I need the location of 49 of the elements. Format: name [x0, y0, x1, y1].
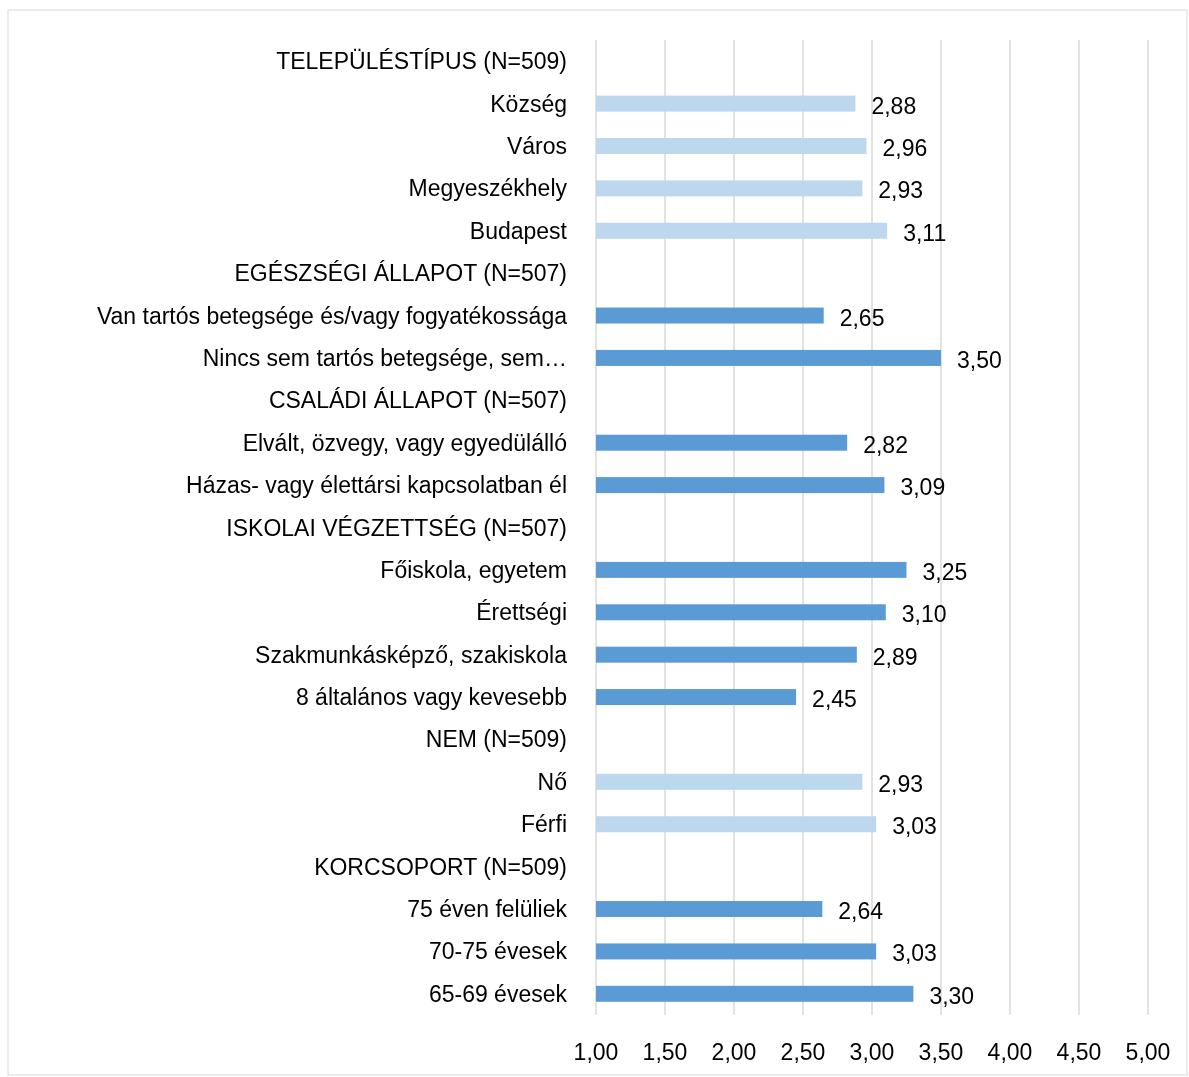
data-label: 2,93: [878, 770, 924, 797]
data-label: 2,96: [882, 134, 928, 161]
y-tick-label: Nincs sem tartós betegsége, sem…: [202, 344, 567, 371]
x-tick-label: 1,50: [642, 1039, 688, 1065]
y-tick-label: 8 általános vagy kevesebb: [295, 684, 567, 711]
y-tick-label: Község: [490, 90, 567, 117]
data-label: 3,50: [957, 346, 1002, 373]
x-tick-label: 1,00: [573, 1039, 619, 1065]
y-tick-label: TELEPÜLÉSTÍPUS (N=509): [276, 48, 567, 75]
x-tick-label: 5,00: [1125, 1039, 1171, 1065]
y-tick-label: Város: [506, 132, 567, 159]
data-label: 2,89: [872, 643, 918, 670]
x-tick-label: 4,50: [1056, 1039, 1102, 1065]
data-label: 3,03: [892, 813, 937, 840]
data-label: 2,93: [878, 177, 924, 204]
y-tick-label: 70-75 évesek: [428, 938, 568, 965]
y-tick-label: NEM (N=509): [425, 726, 567, 753]
y-tick-label: EGÉSZSÉGI ÁLLAPOT (N=507): [234, 260, 567, 287]
y-tick-label: Budapest: [469, 217, 568, 244]
y-tick-label: Van tartós betegsége és/vagy fogyatékossága: [96, 302, 568, 329]
y-tick-label: 65-69 évesek: [428, 980, 568, 1007]
data-label: 2,64: [838, 898, 884, 925]
x-tick-label: 2,50: [780, 1039, 826, 1065]
data-label: 3,11: [903, 219, 947, 246]
y-tick-label: Nő: [537, 768, 567, 795]
y-tick-label: Elvált, özvegy, vagy egyedülálló: [242, 429, 567, 456]
data-label: 2,65: [839, 304, 885, 331]
data-label: 3,30: [929, 982, 975, 1009]
y-tick-label: Szakmunkásképző, szakiskola: [255, 641, 568, 668]
data-label: 2,88: [871, 92, 917, 119]
y-tick-label: KORCSOPORT (N=509): [314, 853, 567, 880]
x-tick-label: 3,00: [849, 1039, 895, 1065]
y-tick-label: 75 éven felüliek: [407, 896, 568, 923]
data-label: 3,25: [922, 558, 968, 585]
x-tick-label: 4,00: [987, 1039, 1033, 1065]
data-label: 2,82: [863, 431, 908, 458]
y-tick-label: Házas- vagy élettársi kapcsolatban él: [186, 472, 567, 499]
y-tick-label: Főiskola, egyetem: [380, 556, 567, 583]
data-label: 2,45: [812, 686, 857, 713]
x-tick-label: 2,00: [711, 1039, 757, 1065]
x-tick-label: 3,50: [918, 1039, 964, 1065]
data-label: 3,09: [900, 474, 946, 501]
data-label: 3,03: [892, 940, 937, 967]
y-tick-label: CSALÁDI ÁLLAPOT (N=507): [268, 387, 567, 414]
data-label: 3,10: [901, 601, 947, 628]
y-tick-label: Férfi: [521, 811, 567, 838]
y-tick-label: Érettségi: [476, 599, 567, 626]
y-tick-label: ISKOLAI VÉGZETTSÉG (N=507): [226, 514, 567, 541]
y-tick-label: Megyeszékhely: [408, 175, 568, 202]
